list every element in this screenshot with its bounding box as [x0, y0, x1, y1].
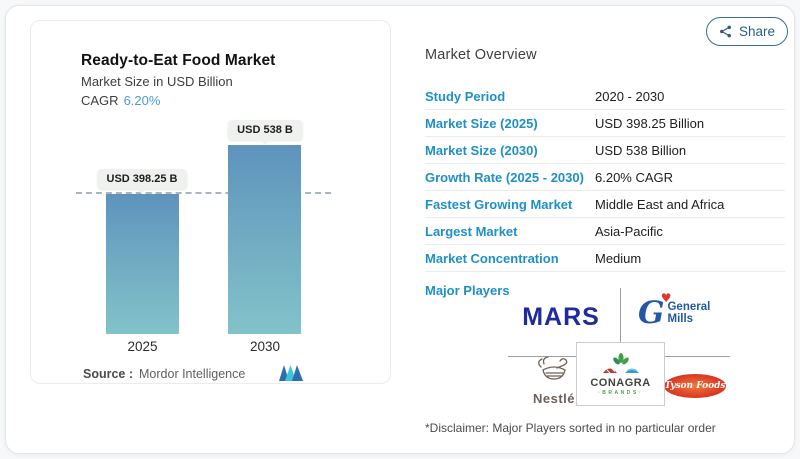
row-value: Medium [595, 250, 642, 266]
major-players-label: Major Players [425, 283, 510, 298]
nestle-logo: Nestlé [526, 354, 582, 406]
source-row: Source : Mordor Intelligence [83, 367, 245, 381]
share-nodes-icon [719, 25, 732, 38]
nestle-nest-icon [538, 356, 568, 380]
chart-title: Ready-to-Eat Food Market [81, 52, 276, 69]
table-row: Fastest Growing Market Middle East and A… [425, 191, 785, 218]
bar-value-label-2025: USD 398.25 B [97, 169, 187, 189]
row-label: Growth Rate (2025 - 2030) [425, 169, 584, 185]
conagra-brands-sub: ·BRANDS· [598, 390, 643, 396]
row-label: Largest Market [425, 223, 518, 239]
players-vertical-divider [620, 288, 621, 356]
x-tick-2025: 2025 [127, 339, 158, 354]
row-label: Fastest Growing Market [425, 196, 573, 212]
bar-2030 [228, 145, 301, 334]
x-tick-2030: 2030 [249, 339, 281, 354]
row-label: Market Size (2030) [425, 142, 538, 158]
overview-table: Study Period 2020 - 2030 Market Size (20… [425, 83, 785, 272]
bar-chart: USD 398.25 B USD 538 B [31, 120, 390, 334]
row-value: Middle East and Africa [595, 196, 725, 212]
row-value: USD 538 Billion [595, 142, 687, 158]
table-row: Market Concentration Medium [425, 245, 785, 272]
conagra-logo: CONAGRA ·BRANDS· [576, 342, 665, 406]
general-mills-g-icon: G ♥ [638, 290, 672, 331]
general-mills-logo: G ♥ General Mills [638, 288, 730, 338]
cagr-value: 6.20% [123, 93, 161, 108]
row-value: 2020 - 2030 [595, 88, 665, 104]
source-brand: Mordor Intelligence [139, 367, 246, 381]
row-label: Study Period [425, 88, 506, 104]
bar-2025 [106, 194, 179, 334]
row-label: Market Size (2025) [425, 115, 538, 131]
overview-title: Market Overview [425, 47, 537, 63]
table-row: Growth Rate (2025 - 2030) 6.20% CAGR [425, 164, 785, 191]
mordor-intelligence-logo [279, 365, 303, 386]
share-button-label: Share [738, 24, 776, 39]
row-value: Asia-Pacific [595, 223, 663, 239]
conagra-emblem-icon [602, 353, 639, 374]
cagr-label: CAGR [81, 93, 119, 108]
bar-value-label-2030: USD 538 B [228, 120, 302, 140]
row-value: USD 398.25 Billion [595, 115, 705, 131]
chart-subtitle: Market Size in USD Billion [81, 74, 233, 89]
row-label: Market Concentration [425, 250, 559, 266]
source-label: Source : [83, 367, 134, 381]
table-row: Largest Market Asia-Pacific [425, 218, 785, 245]
nestle-wordmark: Nestlé [532, 391, 576, 406]
cagr-row: CAGR 6.20% [81, 93, 160, 108]
share-button[interactable]: Share [706, 17, 788, 46]
conagra-wordmark: CONAGRA [590, 377, 651, 389]
heart-icon: ♥ [660, 290, 672, 305]
reference-dashline [76, 192, 331, 194]
row-value: 6.20% CAGR [595, 169, 674, 185]
table-row: Market Size (2025) USD 398.25 Billion [425, 110, 785, 137]
tyson-foods-logo: Tyson Foods [664, 374, 726, 398]
chart-card: Ready-to-Eat Food Market Market Size in … [30, 20, 391, 384]
table-row: Study Period 2020 - 2030 [425, 83, 785, 110]
general-mills-wordmark: General Mills [667, 301, 711, 325]
table-row: Market Size (2030) USD 538 Billion [425, 137, 785, 164]
disclaimer-text: *Disclaimer: Major Players sorted in no … [425, 421, 716, 435]
mars-logo: MARS [522, 302, 600, 331]
